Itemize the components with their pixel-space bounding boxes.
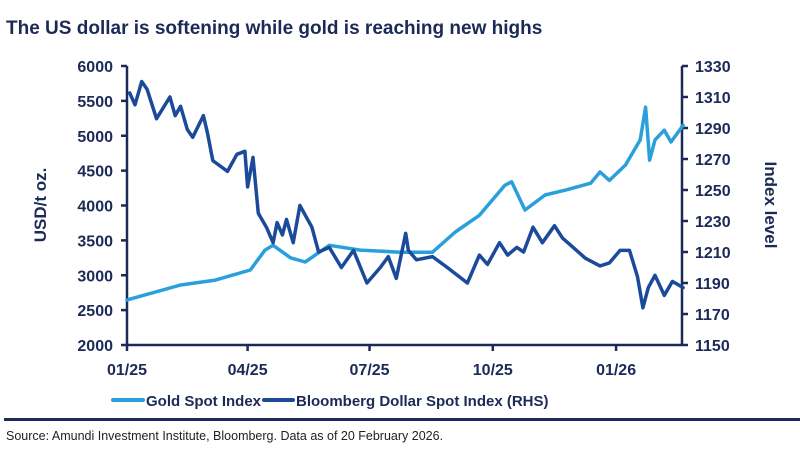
left-tick-label: 6000 [77, 59, 113, 76]
right-axis: 1150 1170 1190 1210 1230 1250 1270 1290 1310 1330 [680, 59, 731, 355]
left-tick-label: 2000 [77, 338, 113, 355]
left-tick-label: 3500 [77, 233, 113, 250]
divider [4, 418, 800, 421]
left-axis-label: USD/t oz. [31, 168, 50, 243]
left-tick-label: 2500 [77, 303, 113, 320]
left-tick-label: 4000 [77, 199, 113, 216]
right-tick-label: 1310 [695, 90, 731, 107]
right-tick-label: 1330 [695, 59, 731, 76]
source-note: Source: Amundi Investment Institute, Blo… [6, 429, 443, 443]
x-tick-label: 04/25 [228, 362, 268, 379]
left-tick-label: 4500 [77, 164, 113, 181]
x-axis: 01/25 04/25 07/25 10/25 01/26 [107, 343, 682, 379]
right-tick-label: 1150 [695, 338, 730, 355]
chart-title: The US dollar is softening while gold is… [6, 18, 542, 39]
left-axis: 2000 2500 3000 3500 4000 4500 5000 5500 6000 [77, 59, 129, 355]
left-tick-label: 5500 [77, 94, 113, 111]
left-tick-label: 3000 [77, 268, 113, 285]
right-tick-label: 1190 [695, 276, 730, 293]
right-tick-label: 1210 [695, 245, 731, 262]
right-tick-label: 1290 [695, 121, 731, 138]
right-tick-label: 1230 [695, 214, 731, 231]
right-axis-label: Index level [761, 162, 780, 249]
right-tick-label: 1250 [695, 183, 731, 200]
x-tick-label: 10/25 [473, 362, 513, 379]
left-tick-label: 5000 [77, 129, 113, 146]
series-line-gold-spot-index [125, 105, 685, 302]
series-line-bloomberg-dollar-spot-index [127, 79, 685, 310]
right-tick-label: 1170 [695, 307, 730, 324]
legend-label-dollar: Bloomberg Dollar Spot Index (RHS) [296, 393, 549, 410]
x-tick-label: 01/25 [107, 362, 147, 379]
legend-label-gold: Gold Spot Index [146, 393, 262, 410]
right-tick-label: 1270 [695, 152, 731, 169]
x-tick-label: 01/26 [596, 362, 636, 379]
x-tick-label: 07/25 [350, 362, 390, 379]
legend: Gold Spot Index Bloomberg Dollar Spot In… [111, 393, 549, 410]
